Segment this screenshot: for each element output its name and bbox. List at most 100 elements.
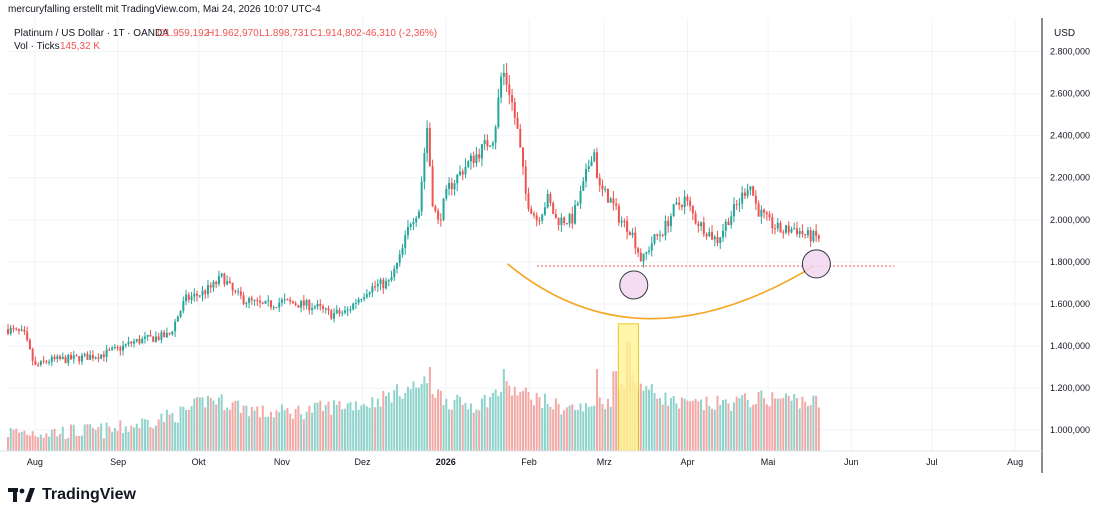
candle-body [500, 76, 503, 98]
x-tick-label: Mrz [597, 457, 612, 467]
volume-bar [78, 435, 81, 451]
volume-bar [357, 409, 360, 451]
candle-body [371, 286, 374, 293]
candle-body [182, 301, 185, 311]
volume-bar [423, 376, 426, 451]
candle-body [809, 230, 812, 242]
volume-bar [732, 402, 735, 451]
candle-body [804, 234, 807, 236]
candle-body [289, 299, 292, 302]
price-chart[interactable]: 2.800,000 2.600,000 2.400,000 2.200,000 2.00… [0, 18, 1100, 473]
candle-body [746, 189, 749, 196]
candle-body [56, 356, 59, 359]
candle-body [645, 251, 648, 254]
volume-bar [752, 404, 755, 451]
volume-bar [478, 410, 481, 451]
candle-body [143, 336, 146, 339]
volume-bar [91, 427, 94, 451]
volume-bar [428, 366, 431, 451]
candle-body [461, 171, 464, 175]
volume-bar [72, 424, 75, 451]
volume-bar [223, 410, 226, 451]
candle-body [634, 232, 637, 249]
candle-body [806, 230, 809, 236]
candle-body [793, 228, 796, 230]
candle-body [642, 253, 645, 262]
volume-bar [280, 404, 283, 451]
volume-bar [327, 401, 330, 451]
candle-body [286, 299, 289, 301]
candle-body [193, 293, 196, 297]
volume-bar [349, 401, 352, 451]
candle-body [141, 338, 144, 344]
candle-body [546, 193, 549, 208]
candle-body [311, 308, 314, 311]
x-tick-label: Nov [274, 457, 291, 467]
volume-bar [549, 406, 552, 451]
candle-body [102, 354, 105, 357]
candle-body [527, 193, 530, 209]
candle-body [598, 177, 601, 186]
candle-body [535, 215, 538, 221]
candle-body [735, 204, 738, 206]
candle-body [168, 332, 171, 335]
volume-bar [149, 426, 152, 451]
candle-body [70, 354, 73, 360]
volume-bar [568, 405, 571, 451]
candle-body [280, 299, 283, 303]
chart-attribution: mercuryfalling erstellt mit TradingView.… [8, 4, 321, 15]
x-tick-label: 2026 [436, 457, 456, 467]
volume-bar [119, 420, 122, 451]
x-axis[interactable]: Aug Sep Okt Nov Dez 2026 Feb Mrz Apr Mai Jun Jul Aug [0, 450, 1042, 467]
volume-bar [420, 383, 423, 451]
x-tick-label: Aug [27, 457, 43, 467]
volume-bar [152, 428, 155, 451]
candle-body [497, 97, 500, 128]
candle-body [382, 279, 385, 289]
volume-bar [642, 390, 645, 451]
volume-bar [686, 400, 689, 451]
volume-bar [782, 397, 785, 451]
candle-body [571, 213, 574, 224]
candle-body [595, 152, 598, 178]
volume-bar [160, 413, 163, 451]
candle-body [385, 281, 388, 289]
candle-body [45, 361, 48, 363]
candle-body [478, 154, 481, 159]
candle-body [593, 152, 596, 162]
candle-body [812, 230, 815, 242]
candles[interactable] [7, 63, 820, 367]
volume-bar [691, 400, 694, 451]
volume-bar [226, 407, 229, 451]
candle-body [275, 307, 278, 309]
volume-bar [171, 413, 174, 451]
candle-body [639, 252, 642, 262]
candle-body [417, 211, 420, 219]
volume-bar [39, 434, 42, 451]
y-tick-label: 1.200,000 [1050, 383, 1090, 393]
volume-bar [815, 395, 818, 451]
volume-bar [217, 397, 220, 451]
candle-body [784, 225, 787, 233]
y-axis[interactable]: 2.800,000 2.600,000 2.400,000 2.200,000 2.00… [1041, 18, 1090, 473]
volume-bar [743, 393, 746, 451]
candle-body [379, 279, 382, 284]
candle-body [357, 299, 360, 303]
volume-bar [146, 419, 149, 451]
volume-bar [590, 406, 593, 451]
candle-body [152, 336, 155, 342]
candle-body [105, 349, 108, 357]
volume-bar [311, 412, 314, 451]
volume-bar [448, 409, 451, 451]
candle-body [502, 72, 505, 77]
candle-body [387, 279, 390, 282]
candle-body [198, 295, 201, 297]
candle-body [601, 185, 604, 190]
candle-body [516, 117, 519, 129]
volume-bar [585, 403, 588, 451]
volume-bar [138, 428, 141, 451]
volume-bar [579, 403, 582, 451]
volume-bar [604, 409, 607, 451]
candle-body [626, 220, 629, 233]
candle-body [713, 236, 716, 240]
